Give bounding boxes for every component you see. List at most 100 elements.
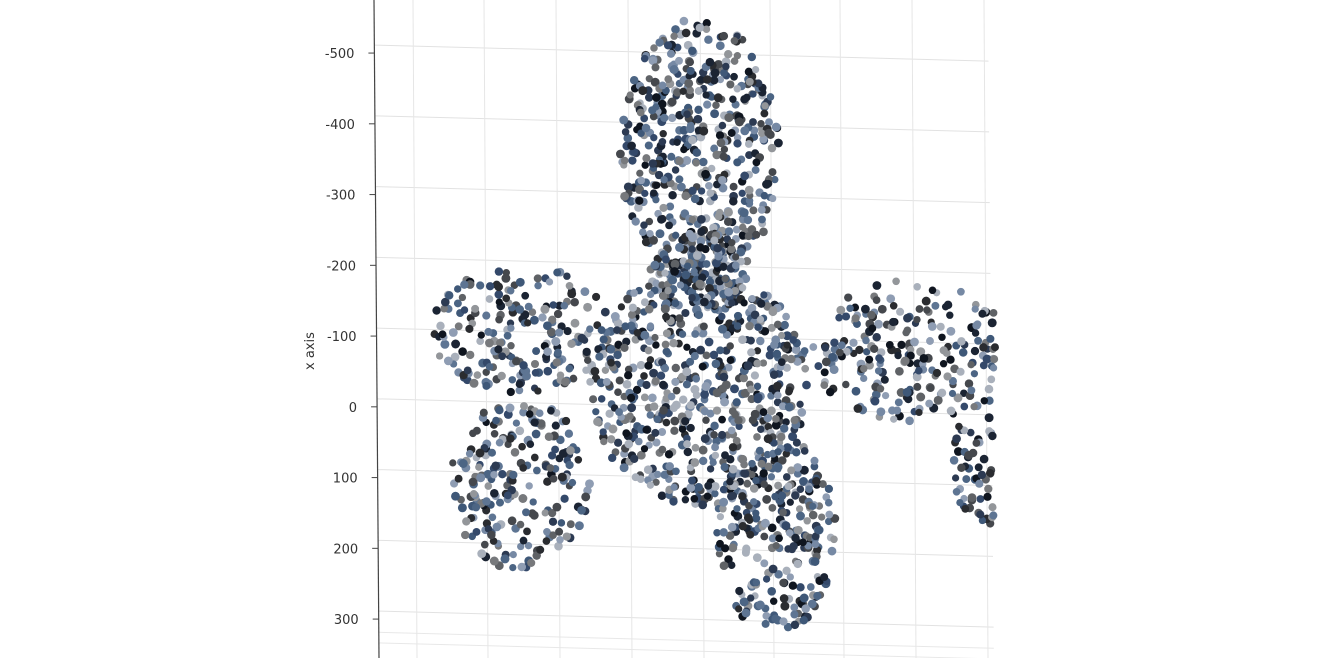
point (748, 294, 756, 303)
point (517, 542, 525, 551)
point (531, 368, 540, 377)
point (709, 350, 719, 360)
point (853, 404, 863, 413)
point (756, 315, 765, 324)
point (507, 341, 515, 350)
point (451, 339, 461, 349)
point (860, 364, 868, 373)
point (766, 93, 775, 101)
point (659, 405, 668, 415)
point (438, 330, 447, 339)
point (524, 319, 532, 327)
point (762, 575, 771, 583)
point (768, 168, 777, 177)
point (477, 331, 485, 339)
point (492, 416, 500, 425)
point (683, 440, 692, 449)
point (530, 453, 539, 462)
point (529, 498, 537, 506)
point (827, 546, 837, 556)
point (638, 86, 648, 96)
point (694, 105, 703, 114)
point (543, 366, 553, 376)
point (726, 80, 735, 89)
point (570, 298, 579, 307)
point (773, 138, 783, 148)
point (495, 315, 503, 324)
point (665, 462, 674, 471)
point (509, 550, 517, 559)
point (800, 347, 809, 355)
point (700, 434, 710, 444)
point (648, 106, 657, 115)
point (820, 573, 829, 582)
point (697, 215, 706, 224)
point (707, 164, 716, 173)
point (560, 494, 569, 503)
point (813, 591, 822, 601)
point (656, 371, 666, 380)
point (597, 326, 606, 335)
point (657, 491, 667, 500)
point (730, 384, 739, 394)
point (747, 385, 755, 394)
point (767, 323, 776, 332)
point (522, 371, 531, 381)
point (680, 145, 688, 154)
point (620, 191, 629, 201)
point (926, 337, 934, 345)
point (747, 303, 757, 313)
point (519, 536, 528, 545)
point (436, 321, 445, 331)
point (726, 455, 735, 464)
point (624, 439, 634, 449)
point (818, 513, 826, 521)
point (703, 100, 712, 109)
point (706, 189, 715, 197)
point (642, 154, 651, 163)
point (563, 272, 571, 280)
point (761, 619, 770, 628)
gridline-h (378, 631, 994, 649)
point (759, 227, 768, 237)
point (678, 425, 687, 433)
point (645, 217, 654, 226)
point (877, 304, 887, 314)
point (874, 367, 883, 375)
point (906, 351, 915, 360)
point (649, 368, 659, 378)
point (744, 140, 753, 148)
point (458, 293, 467, 302)
point (574, 456, 583, 464)
point (876, 385, 885, 393)
point (525, 410, 534, 418)
point (482, 368, 490, 376)
point (666, 49, 676, 58)
point (701, 382, 711, 391)
point (765, 118, 773, 127)
point (645, 282, 653, 290)
point (608, 424, 618, 434)
point (682, 156, 692, 165)
point (580, 287, 590, 296)
point (841, 312, 851, 321)
point (720, 463, 729, 472)
point (551, 421, 560, 430)
point (698, 445, 708, 455)
point (790, 416, 799, 425)
point (711, 359, 721, 369)
point (888, 317, 898, 327)
point (782, 331, 792, 341)
point (649, 112, 658, 121)
point (865, 355, 874, 364)
point (641, 161, 649, 169)
point (540, 304, 550, 314)
point (505, 403, 515, 413)
point (736, 247, 746, 257)
point (892, 277, 900, 286)
point (681, 308, 690, 318)
gridline-v (412, 0, 418, 658)
point (615, 376, 624, 385)
point (682, 380, 691, 389)
